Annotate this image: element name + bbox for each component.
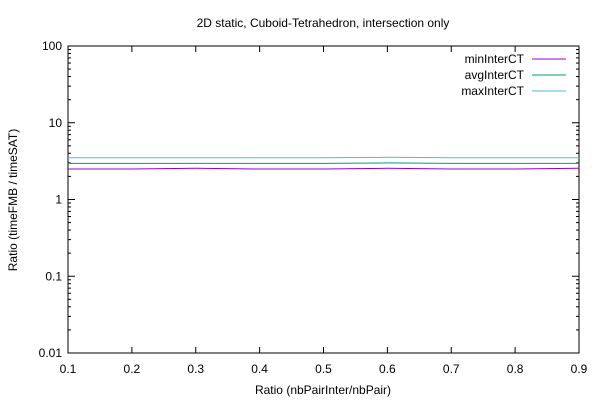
y-tick-label: 10 xyxy=(49,116,63,130)
y-axis: 0.01 0.1 1 10 100 xyxy=(39,39,579,360)
x-tick-label: 0.4 xyxy=(251,362,268,376)
y-tick-label: 1 xyxy=(55,193,62,207)
legend-label: maxInterCT xyxy=(461,84,524,98)
series-line-avgInterCT xyxy=(68,162,579,164)
series-lines xyxy=(68,156,580,170)
x-tick-label: 0.9 xyxy=(571,362,588,376)
x-tick-label: 0.7 xyxy=(443,362,460,376)
series-line-minInterCT xyxy=(68,167,580,170)
legend-label: avgInterCT xyxy=(465,68,525,82)
x-tick-label: 0.8 xyxy=(507,362,524,376)
x-tick-label: 0.6 xyxy=(379,362,396,376)
legend-label: minInterCT xyxy=(465,52,525,66)
x-tick-label: 0.1 xyxy=(60,362,77,376)
y-tick-label: 100 xyxy=(42,39,62,53)
chart-title: 2D static, Cuboid-Tetrahedron, intersect… xyxy=(197,16,450,30)
x-tick-label: 0.3 xyxy=(187,362,204,376)
y-axis-label: Ratio (timeFMB / timeSAT) xyxy=(6,129,20,271)
x-tick-label: 0.5 xyxy=(315,362,332,376)
y-tick-label: 0.01 xyxy=(39,346,63,360)
x-axis: 0.1 0.2 0.3 0.4 0.5 0.6 0.7 0.8 0.9 xyxy=(60,46,588,376)
x-tick-label: 0.2 xyxy=(124,362,141,376)
y-tick-label: 0.1 xyxy=(45,269,62,283)
x-axis-label: Ratio (nbPairInter/nbPair) xyxy=(255,383,391,397)
legend: minInterCT avgInterCT maxInterCT xyxy=(461,52,566,98)
